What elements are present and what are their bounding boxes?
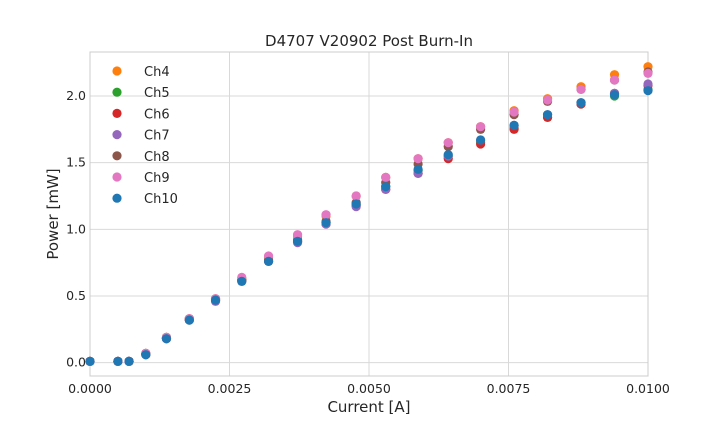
legend-label: Ch6 (144, 107, 170, 122)
legend-label: Ch10 (144, 192, 178, 207)
chart-title: D4707 V20902 Post Burn-In (265, 32, 473, 50)
data-point-ch7 (643, 79, 653, 89)
data-point-ch10 (476, 135, 486, 145)
data-points (85, 62, 653, 366)
data-point-ch10 (321, 218, 331, 228)
data-point-ch10 (509, 120, 519, 130)
data-point-ch9 (542, 95, 553, 105)
data-point-ch9 (351, 191, 361, 201)
data-point-ch10 (643, 86, 653, 96)
data-point-ch10 (85, 356, 95, 366)
legend-marker (112, 172, 122, 182)
x-tick-label: 0.0050 (347, 381, 391, 396)
data-point-ch10 (184, 315, 194, 325)
plot-frame (89, 51, 649, 377)
series-ch10 (85, 86, 653, 366)
data-point-ch9 (381, 172, 391, 182)
legend: Ch4 Ch5 Ch6 Ch7 Ch8 Ch9 Ch10 (112, 65, 178, 207)
data-point-ch10 (443, 150, 453, 160)
legend-label: Ch7 (144, 129, 170, 144)
tick-labels: 0.0000 0.0025 0.0050 0.0075 0.0100 0.0 0.5 1.0 1… (66, 88, 670, 396)
data-point-ch10 (237, 276, 247, 286)
data-point-ch9 (509, 107, 519, 117)
x-tick-label: 0.0000 (68, 381, 112, 396)
data-point-ch10 (113, 356, 123, 366)
data-point-ch10 (381, 182, 391, 192)
data-point-ch10 (263, 256, 274, 266)
data-point-ch9 (576, 84, 586, 94)
x-tick-label: 0.0025 (208, 381, 252, 396)
data-point-ch9 (476, 122, 486, 132)
data-point-ch9 (292, 230, 303, 240)
y-tick-label: 2.0 (66, 88, 86, 103)
legend-label: Ch8 (144, 150, 170, 165)
data-point-ch10 (413, 164, 423, 174)
data-point-ch10 (576, 98, 586, 108)
data-point-ch9 (443, 138, 453, 148)
x-tick-label: 0.0075 (487, 381, 531, 396)
data-point-ch10 (124, 356, 134, 366)
data-point-ch10 (141, 350, 151, 360)
legend-label: Ch5 (144, 86, 170, 101)
data-point-ch9 (643, 68, 653, 78)
legend-marker (112, 130, 122, 140)
data-point-ch10 (210, 295, 221, 305)
data-point-ch10 (542, 110, 553, 120)
data-point-ch10 (292, 236, 303, 246)
data-point-ch9 (321, 210, 331, 220)
y-tick-label: 1.5 (66, 155, 86, 170)
y-tick-label: 0.0 (66, 355, 86, 370)
legend-marker (112, 66, 122, 76)
y-tick-label: 0.5 (66, 288, 86, 303)
data-point-ch9 (609, 75, 620, 85)
legend-marker (112, 87, 122, 97)
legend-label: Ch9 (144, 171, 170, 186)
legend-label: Ch4 (144, 65, 170, 80)
x-axis-label: Current [A] (327, 398, 410, 416)
legend-marker (112, 151, 122, 161)
data-point-ch10 (609, 90, 620, 100)
data-point-ch10 (351, 199, 361, 209)
y-tick-label: 1.0 (66, 221, 86, 236)
data-point-ch9 (413, 154, 423, 164)
legend-marker (112, 108, 122, 118)
x-tick-label: 0.0100 (626, 381, 670, 396)
legend-marker (112, 193, 122, 203)
y-axis-label: Power [mW] (44, 168, 62, 259)
data-point-ch10 (161, 334, 172, 344)
